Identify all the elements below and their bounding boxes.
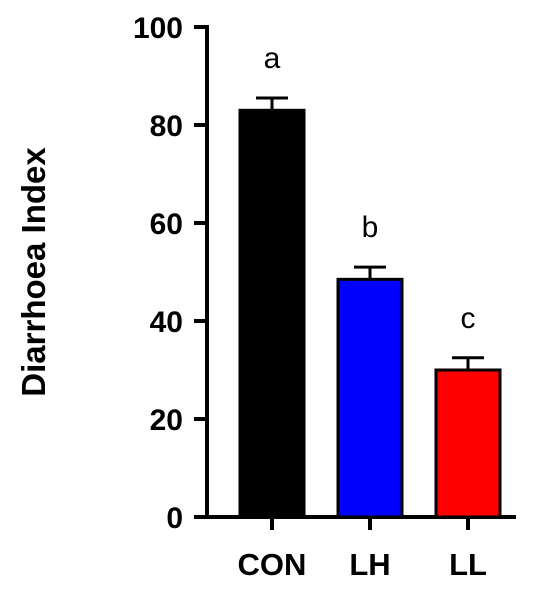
significance-label: c [461, 302, 476, 335]
significance-label: b [362, 211, 379, 244]
significance-label: a [264, 42, 281, 75]
y-tick-label: 100 [133, 12, 183, 45]
y-tick-label: 0 [166, 502, 183, 535]
bars: a b c [238, 42, 502, 519]
x-tick-label: LH [349, 547, 390, 582]
bar-ll [434, 368, 502, 519]
y-tick-label: 60 [150, 208, 183, 241]
x-tick-label: LL [449, 547, 487, 582]
x-tick-label: CON [238, 547, 307, 582]
y-tick-label: 80 [150, 110, 183, 143]
y-tick-label: 20 [150, 404, 183, 437]
y-tick-label: 40 [150, 306, 183, 339]
bar-con [238, 108, 306, 519]
axes: 0 20 40 60 80 100 CON LH LL [133, 12, 516, 582]
bar-lh [336, 277, 404, 519]
y-axis-title: Diarrhoea Index [15, 147, 52, 397]
